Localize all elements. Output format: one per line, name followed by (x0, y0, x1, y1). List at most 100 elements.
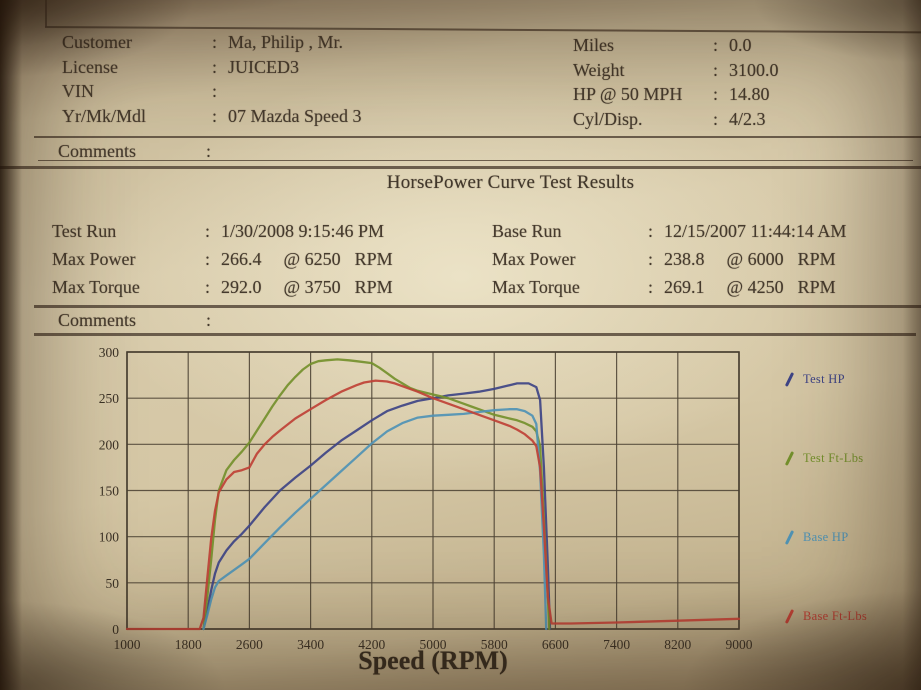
field-value: 0.0 (729, 35, 752, 55)
x-tick-label: 8200 (664, 637, 691, 649)
field-label: Max Torque (52, 277, 140, 298)
field-at-rpm: @ 4250 (726, 277, 784, 298)
field-base-max-torque: Max Torque : 269.1 @ 4250 RPM (492, 277, 846, 305)
y-tick-label: 200 (99, 437, 120, 452)
field-label: VIN (62, 81, 94, 102)
field-test-run: Test Run : 1/30/2008 9:15:46 PM (52, 221, 393, 249)
curve-base-ft-lbs (125, 379, 741, 631)
field-colon: : (212, 105, 218, 126)
field-colon: : (212, 32, 218, 52)
y-tick-label: 250 (99, 391, 120, 406)
comments-underline-thin (38, 160, 913, 161)
comments-label: Comments (58, 141, 137, 161)
field-at-rpm: @ 6000 (726, 249, 784, 270)
y-tick-label: 150 (99, 484, 120, 499)
field-label: Cyl/Disp. (573, 108, 643, 129)
legend-label: Base HP (803, 530, 849, 544)
field-value: Ma, Philip , Mr. (228, 32, 344, 52)
field-colon: : (212, 56, 218, 77)
x-tick-label: 2600 (236, 637, 263, 649)
field-value: 14.80 (729, 84, 770, 105)
field-value: 269.1 (664, 277, 705, 298)
field-label: License (62, 56, 118, 77)
field-value: JUICED3 (228, 56, 299, 77)
field-colon: : (205, 221, 211, 241)
field-label: Miles (573, 35, 615, 55)
field-label: Yr/Mk/Mdl (62, 105, 147, 126)
y-tick-label: 0 (112, 622, 119, 637)
field-colon: : (713, 59, 719, 80)
curve-base-hp (202, 408, 548, 631)
legend-label: Base Ft-Lbs (803, 609, 868, 623)
y-tick-label: 50 (106, 576, 120, 591)
comments-label: Comments (58, 310, 137, 330)
legend-item-base-ft-lbs: Base Ft-Lbs (784, 609, 916, 624)
comments-row-2: Comments : (58, 310, 211, 331)
base-run-results: Base Run : 12/15/2007 11:44:14 AM Max Po… (492, 221, 846, 306)
comments-underline-bold (0, 166, 921, 169)
x-tick-label: 6600 (542, 637, 569, 649)
legend-slash-mark (784, 609, 795, 624)
legend-item-test-hp: Test HP (784, 372, 916, 387)
field-miles: Miles : 0.0 (573, 35, 779, 60)
field-cyl-disp: Cyl/Disp. : 4/2.3 (573, 109, 779, 134)
field-colon: : (205, 249, 211, 270)
field-label: Customer (62, 32, 132, 52)
field-value: 4/2.3 (729, 108, 766, 129)
comments-colon: : (206, 141, 212, 161)
x-tick-label: 7400 (603, 637, 630, 649)
field-label: Max Power (52, 249, 136, 270)
field-hp-at-50mph: HP @ 50 MPH : 14.80 (573, 84, 779, 109)
field-base-run: Base Run : 12/15/2007 11:44:14 AM (492, 221, 846, 249)
dyno-chart: 0 50 100 150 200 250 300 1000 1800 2600 3400 4200 50… (99, 345, 753, 649)
plot-frame (126, 351, 740, 630)
field-colon: : (648, 249, 654, 270)
x-tick-label: 3400 (297, 637, 324, 649)
field-colon: : (205, 277, 211, 298)
field-weight: Weight : 3100.0 (573, 60, 779, 85)
x-axis-title: Speed (RPM) (358, 646, 508, 675)
field-colon: : (648, 277, 654, 298)
field-base-max-power: Max Power : 238.8 @ 6000 RPM (492, 249, 846, 277)
comments2-underline (34, 333, 916, 336)
vehicle-info-right: Miles : 0.0 Weight : 3100.0 HP @ 50 MPH … (573, 35, 779, 133)
field-unit: RPM (354, 249, 393, 270)
customer-info-left: Customer : Ma, Philip , Mr. License : JU… (62, 32, 361, 130)
field-value: 3100.0 (729, 59, 779, 80)
x-tick-label: 5000 (420, 637, 447, 649)
field-label: Base Run (492, 221, 562, 241)
field-value: 266.4 (221, 249, 262, 270)
legend-slash-mark (784, 530, 795, 545)
test-run-results: Test Run : 1/30/2008 9:15:46 PM Max Powe… (52, 221, 393, 306)
legend-item-base-hp: Base HP (784, 530, 916, 545)
legend-label: Test Ft-Lbs (803, 451, 864, 465)
report-title: HorsePower Curve Test Results (386, 172, 635, 193)
x-tick-label: 5800 (481, 637, 508, 649)
chart-legend: Test HP Test Ft-Lbs Base HP Base Ft-Lbs (784, 372, 916, 624)
field-value: 238.8 (664, 249, 705, 270)
x-tick-label: 1800 (175, 637, 202, 649)
legend-slash-mark (784, 372, 795, 387)
field-at-rpm: @ 3750 (283, 277, 341, 298)
comments-colon: : (206, 310, 212, 330)
field-label: Test Run (52, 221, 117, 241)
top-box-vertical-line (45, 0, 47, 27)
field-test-max-torque: Max Torque : 292.0 @ 3750 RPM (52, 277, 393, 305)
field-unit: RPM (354, 277, 393, 298)
field-colon: : (212, 81, 218, 102)
section-divider-2 (34, 305, 921, 308)
field-value: 1/30/2008 9:15:46 PM (221, 221, 385, 241)
field-at-rpm: @ 6250 (283, 249, 341, 270)
y-tick-label: 300 (99, 345, 120, 360)
field-test-max-power: Max Power : 266.4 @ 6250 RPM (52, 249, 393, 277)
field-unit: RPM (797, 277, 836, 298)
field-label: Max Power (492, 249, 576, 270)
field-yr-mk-mdl: Yr/Mk/Mdl : 07 Mazda Speed 3 (62, 106, 361, 131)
section-divider-1 (34, 136, 921, 138)
field-unit: RPM (797, 249, 836, 270)
field-colon: : (713, 84, 719, 105)
field-value: 12/15/2007 11:44:14 AM (664, 221, 847, 241)
field-value: 292.0 (221, 277, 262, 298)
comments-row-1: Comments : (58, 141, 211, 162)
